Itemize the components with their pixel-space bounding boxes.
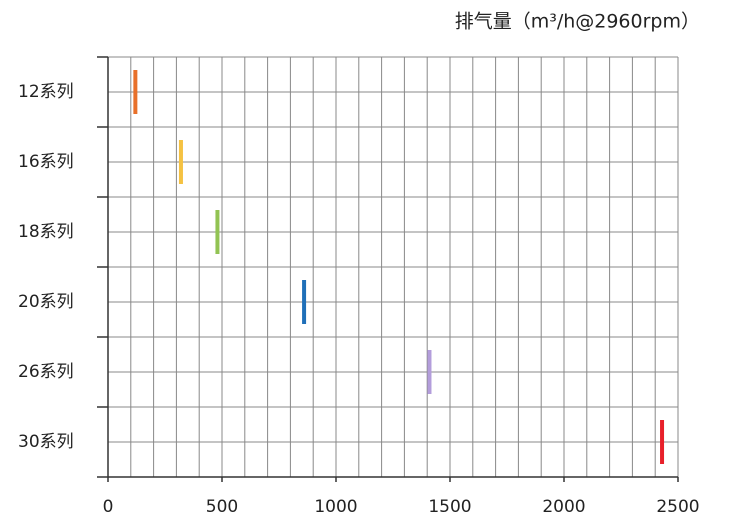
marker	[133, 70, 138, 114]
x-tick-label: 500	[206, 497, 238, 517]
y-tick-label: 12系列	[18, 82, 74, 102]
x-tick-label: 2500	[656, 497, 699, 517]
marker	[427, 350, 432, 394]
y-tick-label: 30系列	[18, 432, 74, 452]
chart-title: 排气量（m³/h@2960rpm）	[455, 11, 700, 33]
x-tick-label: 0	[103, 497, 114, 517]
x-tick-label: 1000	[314, 497, 357, 517]
marker	[302, 280, 307, 324]
y-tick-label: 16系列	[18, 152, 74, 172]
x-tick-label: 1500	[428, 497, 471, 517]
marker	[178, 140, 183, 184]
marker	[215, 210, 220, 254]
y-tick-label: 26系列	[18, 362, 74, 382]
marker	[660, 420, 665, 464]
y-tick-label: 18系列	[18, 222, 74, 242]
x-tick-label: 2000	[542, 497, 585, 517]
y-tick-label: 20系列	[18, 292, 74, 312]
